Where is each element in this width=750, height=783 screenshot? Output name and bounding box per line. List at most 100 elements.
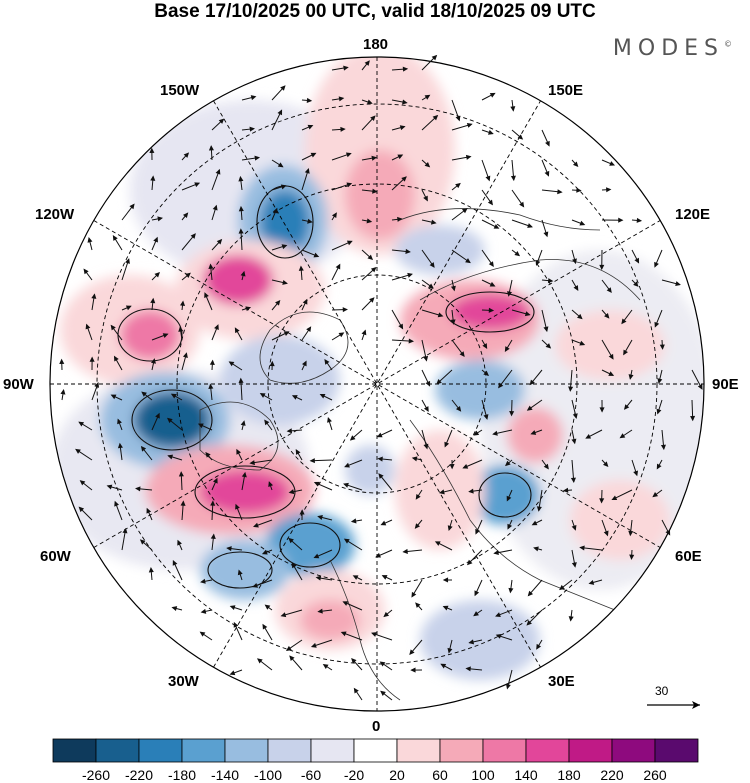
wind-vector-head <box>559 584 565 591</box>
wind-vector-head <box>106 484 113 490</box>
wind-vector-head <box>178 326 184 332</box>
wind-vector-head <box>623 349 628 356</box>
wind-vector-head <box>429 262 435 268</box>
colorbar-swatch <box>353 738 398 763</box>
wind-vector-head <box>506 495 512 502</box>
wind-vector-head <box>338 96 345 102</box>
wind-vector-head <box>87 237 93 243</box>
wind-vector-head <box>536 643 542 650</box>
wind-vector-head <box>410 667 416 673</box>
wind-vector-head <box>465 666 471 672</box>
wind-vector-head <box>372 188 378 194</box>
colorbar-tick-label: -100 <box>254 767 282 783</box>
label-lon-150e: 150E <box>548 82 584 99</box>
wind-vector-head <box>599 407 605 413</box>
wind-vector-head <box>177 539 182 546</box>
wind-vector-head <box>238 228 244 234</box>
wind-vector-head <box>249 460 255 466</box>
wind-vector-head <box>264 419 270 426</box>
wind-vector-head <box>535 260 541 266</box>
wind-vector-head <box>254 155 261 161</box>
wind-vector-head <box>609 161 616 166</box>
wind-vector-head <box>621 318 627 325</box>
colorbar-tick-label: 260 <box>643 767 667 783</box>
wind-vector-head <box>140 445 147 452</box>
reference-vector-label: 30 <box>655 684 669 698</box>
wind-vector-head <box>154 271 160 278</box>
wind-vector-head <box>493 224 500 229</box>
wind-vector-head <box>485 175 491 182</box>
wind-vector-head <box>444 441 450 448</box>
wind-vector-head <box>611 495 618 501</box>
wind-vector-head <box>517 134 524 140</box>
colorbar-swatch <box>439 738 484 763</box>
wind-vector-head <box>146 507 152 514</box>
label-lon-90w: 90W <box>3 376 34 393</box>
wind-vector-head <box>205 452 211 458</box>
wind-vector-head <box>606 187 612 193</box>
wind-vector-head <box>402 99 408 105</box>
wind-vector-head <box>547 278 554 284</box>
wind-vector-head <box>383 611 390 618</box>
wind-vector-head <box>110 394 117 400</box>
wind-vector-head <box>252 582 259 588</box>
wind-vector-head <box>543 463 549 470</box>
wind-vector-head <box>343 482 349 488</box>
wind-vector-head <box>450 319 456 325</box>
wind-vector-head <box>208 263 214 270</box>
wind-vector-head <box>343 538 350 544</box>
wind-vector-head <box>488 261 494 268</box>
wind-vector-head <box>200 578 206 584</box>
wind-vector-head <box>114 500 119 507</box>
wind-vector-head <box>237 569 243 576</box>
wind-vector-head <box>150 297 156 304</box>
wind-vector-head <box>656 463 662 470</box>
wind-vector-head <box>277 109 283 116</box>
wind-vector-head <box>148 566 154 573</box>
wind-vector-head <box>324 358 330 365</box>
wind-vector-head <box>289 655 295 661</box>
reference-vector-arrow <box>647 701 700 709</box>
wind-vector-head <box>431 54 438 61</box>
wind-vector-head <box>277 162 284 168</box>
wind-vector-head <box>240 270 246 277</box>
wind-vector-head <box>182 212 189 219</box>
wind-vector-head <box>572 161 579 168</box>
wind-vector-head <box>571 562 577 568</box>
wind-vector-head <box>633 281 639 287</box>
wind-vector-head <box>79 480 86 486</box>
wind-vector-head <box>660 444 666 451</box>
copyright-mark: © <box>724 39 732 49</box>
wind-vector-head <box>544 170 550 177</box>
wind-vector-head <box>465 258 471 264</box>
wind-vector-head <box>533 546 539 552</box>
wind-vector-head <box>603 530 609 537</box>
wind-vector-head <box>377 456 383 462</box>
wind-vector-head <box>94 382 100 388</box>
wind-vector-head <box>571 524 577 531</box>
wind-vector-head <box>492 430 498 436</box>
map-boundary <box>49 56 705 712</box>
wind-vector-head <box>488 307 495 313</box>
wind-vector-head <box>629 554 635 560</box>
wind-vector-head <box>376 432 383 438</box>
wind-vector-head <box>291 395 298 400</box>
wind-vector-head <box>447 525 453 532</box>
wind-vector-head <box>423 406 429 412</box>
wind-vector-head <box>483 414 489 420</box>
wind-vector-head <box>180 500 186 506</box>
coastlines <box>199 208 641 701</box>
wind-vector-head <box>351 657 357 664</box>
wind-vector-head <box>577 313 583 320</box>
wind-vector-head <box>75 448 81 454</box>
colorbar-swatch <box>310 738 355 763</box>
wind-vector-head <box>346 240 353 246</box>
colorbar-swatch <box>95 738 140 763</box>
wind-vector-head <box>342 601 349 606</box>
wind-vector-head <box>618 217 624 223</box>
wind-vector-head <box>449 464 455 470</box>
wind-vector-head <box>572 413 578 419</box>
wind-vector-head <box>588 579 595 585</box>
